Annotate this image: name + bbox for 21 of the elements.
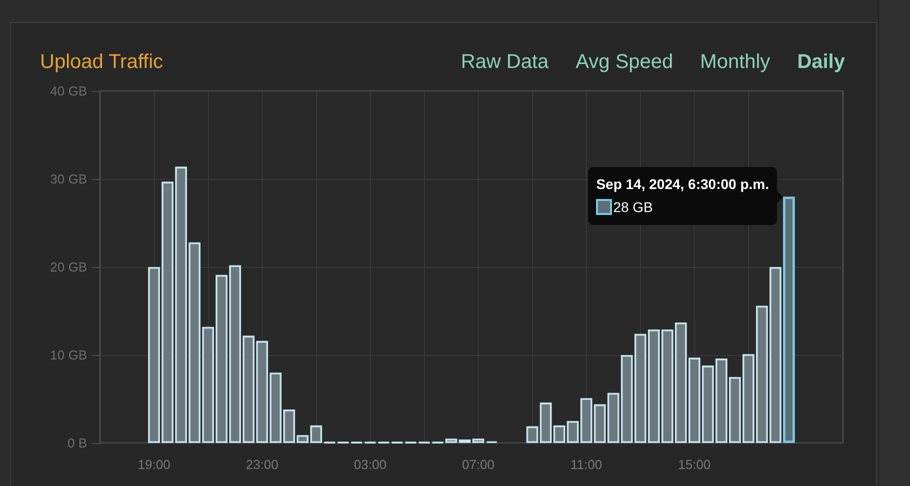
chart-title: Upload Traffic	[40, 51, 164, 74]
y-tick-label: 30 GB	[50, 172, 87, 186]
text: Raw Data	[460, 51, 549, 74]
text: Daily	[797, 51, 845, 74]
y-tick-label: 10 GB	[50, 348, 87, 362]
text: Avg Speed	[576, 51, 674, 74]
x-tick-label: 11:00	[570, 457, 602, 472]
text: Monthly	[700, 51, 770, 74]
bar	[783, 196, 795, 443]
x-tick-label: 23:00	[246, 457, 278, 472]
x-tick-label: 19:00	[138, 457, 170, 472]
y-tick-label: 0 B	[67, 436, 87, 450]
x-tick-label: 15:00	[678, 457, 711, 472]
y-tick-label: 20 GB	[50, 260, 87, 274]
bar	[526, 426, 538, 443]
annotation: Sep 14, 2024, 6:30:00 p.m. 28 GB	[596, 176, 769, 215]
x-tick-label: 07:00	[462, 457, 495, 472]
bar	[445, 438, 458, 443]
y-tick-label: 40 GB	[50, 84, 87, 98]
bar	[472, 438, 484, 443]
x-tick-label: 03:00	[354, 457, 386, 472]
